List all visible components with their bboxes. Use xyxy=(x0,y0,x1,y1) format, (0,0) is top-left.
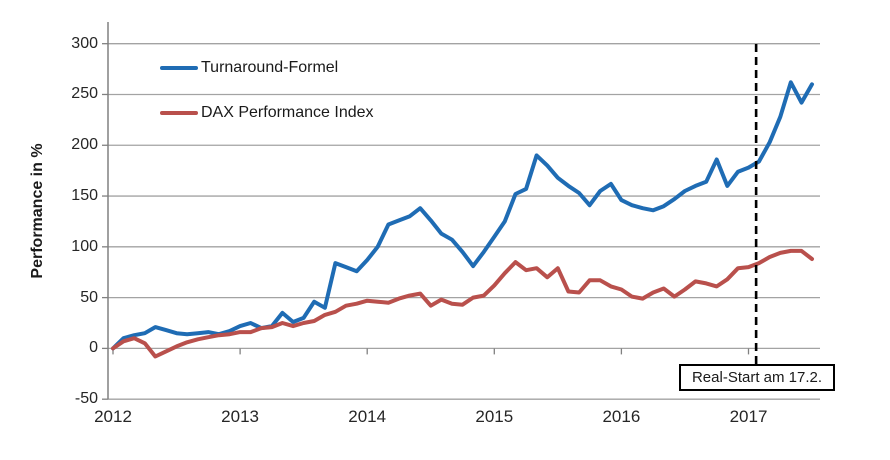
y-tick-label-200: 200 xyxy=(71,136,98,154)
x-tick-label-2017: 2017 xyxy=(729,407,768,426)
gridlines xyxy=(108,43,820,400)
legend-label-turnaround: Turnaround-Formel xyxy=(201,59,339,76)
data-series xyxy=(111,80,814,359)
y-tick-label-300: 300 xyxy=(71,34,98,52)
y-tick-label-100: 100 xyxy=(71,237,98,255)
y-tick-label-0: 0 xyxy=(89,339,98,357)
series-line-turnaround xyxy=(111,80,814,351)
axes xyxy=(102,22,750,400)
turnaround-line-swatch xyxy=(160,66,198,70)
series-line-dax xyxy=(111,248,814,359)
legend-item-turnaround: Turnaround-Formel xyxy=(160,59,338,77)
x-tick-label-2015: 2015 xyxy=(475,407,514,426)
x-tick-label-2016: 2016 xyxy=(602,407,641,426)
y-tick-label-250: 250 xyxy=(71,85,98,103)
dax-line-swatch xyxy=(160,111,198,115)
legend-label-dax: DAX Performance Index xyxy=(201,104,374,121)
x-tick-label-2012: 2012 xyxy=(94,407,132,426)
x-tick-label-2014: 2014 xyxy=(348,407,387,426)
y-tick-label--50: -50 xyxy=(74,390,98,408)
x-tick-label-2013: 2013 xyxy=(221,407,259,426)
y-tick-label-150: 150 xyxy=(71,187,98,205)
legend-item-dax: DAX Performance Index xyxy=(160,104,374,122)
real-start-annotation: Real-Start am 17.2. xyxy=(679,364,835,391)
y-tick-label-50: 50 xyxy=(80,288,98,306)
